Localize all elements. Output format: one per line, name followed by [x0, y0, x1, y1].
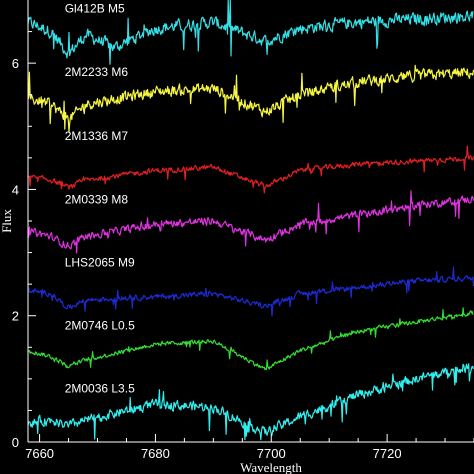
y-tick-label-2: 4	[12, 182, 19, 197]
series-label-5: 2M0746 L0.5	[65, 319, 135, 333]
y-tick-label-1: 2	[12, 309, 19, 324]
spectrum-line-0	[27, 0, 474, 65]
y-axis-title: Flux	[0, 209, 14, 233]
series-label-1: 2M2233 M6	[65, 65, 129, 79]
series-label-4: LHS2065 M9	[65, 255, 135, 269]
x-tick-label-1: 7680	[141, 446, 170, 461]
spectrum-line-4	[27, 266, 474, 317]
series-label-6: 2M0036 L3.5	[65, 382, 135, 396]
spectrum-line-6	[27, 363, 474, 441]
series-label-layer: Gl412B M5 2M2233 M6 2M1336 M7 2M0339 M8 LHS2…	[65, 2, 135, 396]
series-label-0: Gl412B M5	[65, 2, 125, 16]
spectrum-line-3	[27, 190, 474, 254]
y-tick-label-3: 6	[12, 56, 19, 71]
x-tick-label-3: 7720	[373, 446, 402, 461]
series-layer	[27, 0, 474, 441]
x-tick-label-2: 7700	[257, 446, 286, 461]
series-label-3: 2M0339 M8	[65, 192, 129, 206]
x-axis-title: Wavelength	[240, 460, 302, 474]
spectrum-line-5	[27, 307, 474, 371]
y-tick-label-0: 0	[12, 435, 19, 450]
spectrum-line-2	[27, 145, 474, 194]
x-tick-label-0: 7660	[25, 446, 54, 461]
spectrum-line-1	[27, 64, 474, 133]
series-label-2: 2M1336 M7	[65, 129, 129, 143]
